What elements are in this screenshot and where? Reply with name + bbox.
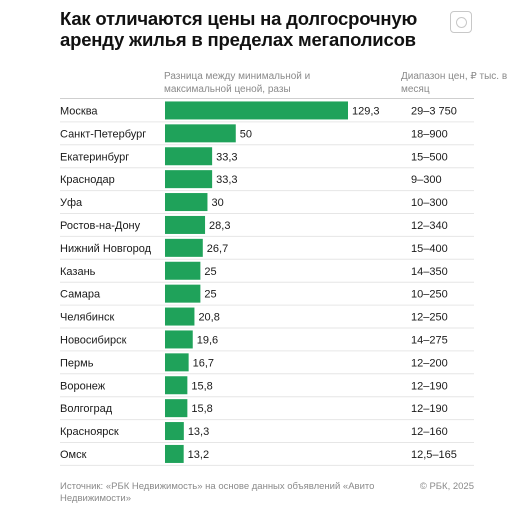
price-range-label: 12–190 bbox=[411, 380, 448, 392]
category-label: Пермь bbox=[60, 357, 94, 369]
data-label: 30 bbox=[211, 197, 223, 209]
copyright: © РБК, 2025 bbox=[419, 481, 474, 492]
price-range-label: 12–250 bbox=[411, 312, 448, 324]
data-label: 15,8 bbox=[191, 403, 212, 415]
category-label: Новосибирск bbox=[60, 334, 127, 346]
price-range-label: 15–400 bbox=[411, 243, 448, 255]
category-label: Волгоград bbox=[60, 403, 113, 415]
bar bbox=[165, 284, 201, 303]
bar bbox=[165, 170, 213, 189]
data-label: 50 bbox=[240, 128, 252, 140]
bar bbox=[165, 124, 236, 143]
category-label: Уфа bbox=[60, 197, 83, 209]
price-range-label: 12–190 bbox=[411, 403, 448, 415]
price-range-label: 14–275 bbox=[411, 334, 448, 346]
data-label: 16,7 bbox=[193, 357, 214, 369]
data-label: 26,7 bbox=[207, 243, 228, 255]
category-label: Воронеж bbox=[60, 380, 106, 392]
price-range-label: 12–340 bbox=[411, 220, 448, 232]
bar bbox=[165, 147, 213, 166]
bar bbox=[165, 376, 188, 395]
source-note: Источник: «РБК Недвижимость» на основе д… bbox=[60, 481, 375, 504]
data-label: 13,3 bbox=[188, 426, 209, 438]
category-label: Ростов-на-Дону bbox=[60, 220, 141, 232]
price-range-label: 14–350 bbox=[411, 266, 448, 278]
category-label: Санкт-Петербург bbox=[60, 128, 146, 140]
price-range-label: 15–500 bbox=[411, 151, 448, 163]
data-label: 19,6 bbox=[197, 334, 218, 346]
bars-column-label: Разница между минимальной и максимальной… bbox=[164, 71, 311, 95]
price-range-label: 18–900 bbox=[411, 128, 448, 140]
price-range-label: 10–300 bbox=[411, 197, 448, 209]
bar bbox=[165, 399, 188, 418]
data-label: 129,3 bbox=[352, 105, 380, 117]
data-label: 28,3 bbox=[209, 220, 230, 232]
category-label: Нижний Новгород bbox=[60, 243, 152, 255]
category-label: Екатеринбург bbox=[60, 151, 129, 163]
rbc-logo-icon bbox=[450, 11, 472, 33]
bar bbox=[165, 307, 195, 326]
price-range-label: 29–3 750 bbox=[411, 105, 457, 117]
category-label: Омск bbox=[60, 449, 87, 461]
data-label: 25 bbox=[204, 266, 216, 278]
category-label: Казань bbox=[60, 266, 96, 278]
category-label: Самара bbox=[60, 289, 101, 301]
bar bbox=[165, 215, 206, 234]
data-label: 13,2 bbox=[188, 449, 209, 461]
data-label: 15,8 bbox=[191, 380, 212, 392]
price-range-label: 12–160 bbox=[411, 426, 448, 438]
price-range-label: 12,5–165 bbox=[411, 449, 457, 461]
bar bbox=[165, 444, 184, 463]
range-column-label: Диапазон цен, ₽ тыс. в месяц bbox=[401, 71, 508, 95]
bar bbox=[165, 261, 201, 280]
price-range-label: 12–200 bbox=[411, 357, 448, 369]
category-label: Краснодар bbox=[60, 174, 115, 186]
bar bbox=[165, 101, 348, 120]
data-label: 25 bbox=[204, 289, 216, 301]
data-label: 33,3 bbox=[216, 151, 237, 163]
bar bbox=[165, 330, 193, 349]
header-divider bbox=[60, 98, 474, 99]
bar bbox=[165, 193, 208, 212]
bar bbox=[165, 422, 184, 441]
chart-title: Как отличаются цены на долгосрочную арен… bbox=[60, 8, 418, 50]
data-label: 33,3 bbox=[216, 174, 237, 186]
category-label: Красноярск bbox=[60, 426, 119, 438]
bar bbox=[165, 353, 189, 372]
price-range-label: 10–250 bbox=[411, 289, 448, 301]
price-range-label: 9–300 bbox=[411, 174, 442, 186]
category-label: Челябинск bbox=[60, 312, 114, 324]
category-label: Москва bbox=[60, 105, 98, 117]
data-label: 20,8 bbox=[198, 312, 219, 324]
bar bbox=[165, 238, 203, 257]
